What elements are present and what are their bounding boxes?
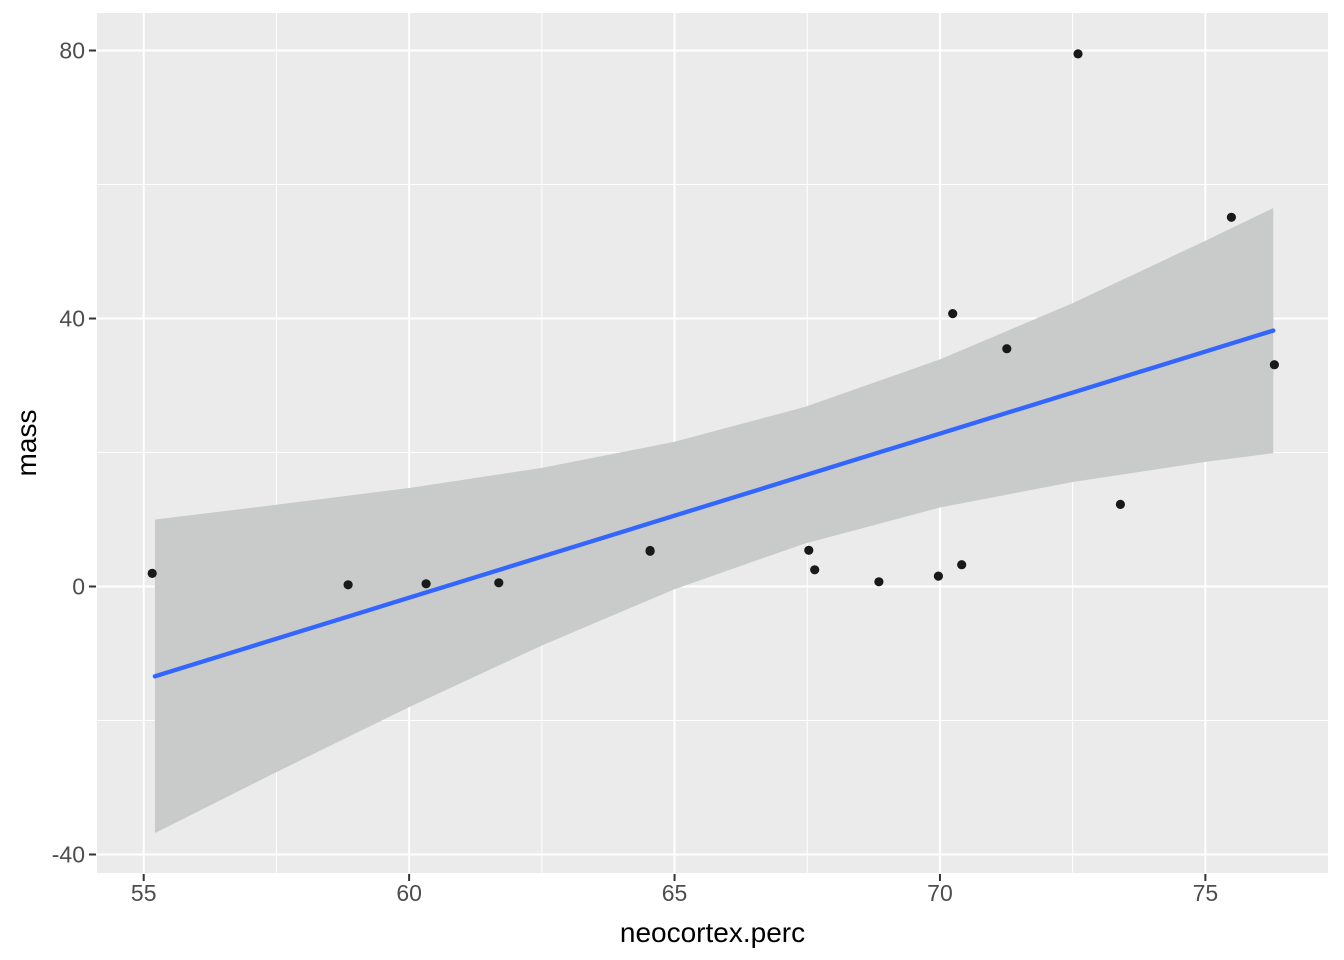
data-point bbox=[1115, 499, 1125, 509]
confidence-band bbox=[154, 208, 1274, 834]
data-point bbox=[494, 578, 504, 588]
x-tick-label: 75 bbox=[1193, 880, 1219, 906]
y-tick-label: 40 bbox=[59, 306, 85, 332]
data-point bbox=[343, 580, 353, 590]
x-axis-title: neocortex.perc bbox=[619, 917, 806, 948]
y-tick-label: 0 bbox=[72, 574, 85, 600]
data-point bbox=[810, 565, 820, 575]
data-point bbox=[1002, 344, 1012, 354]
data-point bbox=[933, 571, 944, 581]
data-point bbox=[804, 545, 814, 555]
y-tick-label: -40 bbox=[52, 842, 85, 868]
x-tick-label: 60 bbox=[396, 880, 422, 906]
data-point bbox=[1269, 360, 1279, 370]
data-point bbox=[874, 577, 884, 587]
x-tick-label: 55 bbox=[131, 880, 157, 906]
x-tick-label: 70 bbox=[927, 880, 953, 906]
y-tick-label: 80 bbox=[59, 38, 85, 64]
data-point bbox=[957, 560, 967, 570]
data-point bbox=[1226, 212, 1236, 222]
y-axis-title: mass bbox=[11, 409, 42, 477]
data-point bbox=[147, 568, 157, 579]
x-tick-label: 65 bbox=[662, 880, 688, 906]
regression-line bbox=[152, 328, 1276, 679]
data-point bbox=[421, 579, 431, 589]
data-point bbox=[645, 545, 655, 556]
data-point bbox=[948, 309, 958, 319]
data-point bbox=[1073, 49, 1083, 59]
